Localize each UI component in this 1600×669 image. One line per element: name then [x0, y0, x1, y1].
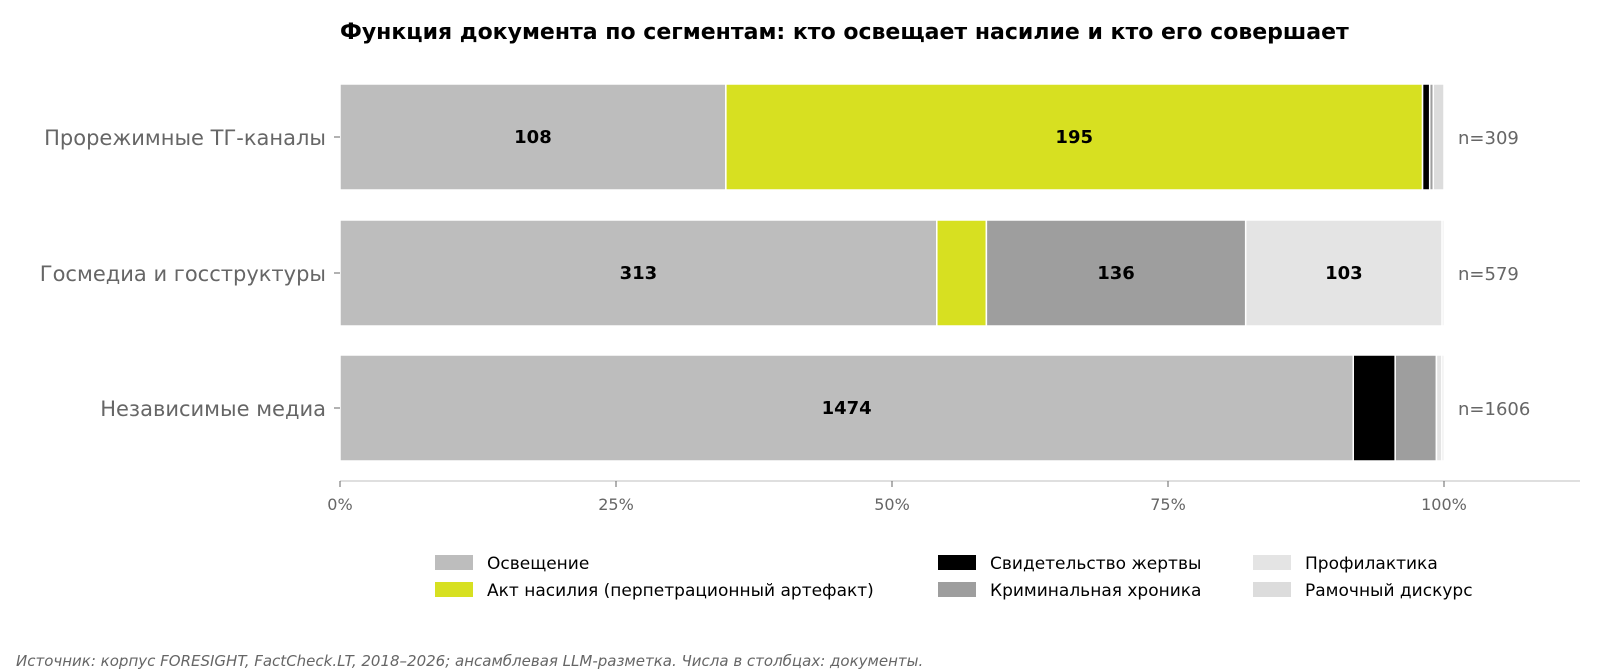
legend-label: Свидетельство жертвы — [990, 554, 1201, 574]
bar-segment — [1352, 354, 1396, 462]
bar-segment — [725, 83, 1424, 191]
legend-label: Рамочный дискурс — [1305, 581, 1473, 601]
category-label: Независимые медиа — [100, 397, 326, 421]
legend-item: Профилактика — [1253, 554, 1438, 574]
category-label: Госмедиа и госструктуры — [40, 262, 326, 286]
bar-segment — [1394, 354, 1438, 462]
legend-swatch — [1253, 582, 1291, 597]
bar-segment — [1421, 83, 1431, 191]
bar-value-label: 313 — [620, 263, 658, 284]
total-count-label: n=1606 — [1458, 399, 1530, 420]
legend-item: Освещение — [435, 554, 589, 574]
total-count-label: n=309 — [1458, 128, 1519, 149]
bar-row: 1474 Независимые медиа n=1606 — [100, 354, 1530, 462]
category-label: Прорежимные ТГ-каналы — [44, 126, 326, 150]
bar-segment — [339, 219, 938, 327]
bars-layer: 108 195 Прорежимные ТГ-каналы n=309 313 136 10… — [40, 83, 1530, 462]
x-tick-label: 75% — [1150, 495, 1186, 514]
legend-item: Свидетельство жертвы — [938, 554, 1201, 574]
legend-label: Профилактика — [1305, 554, 1438, 574]
chart-title: Функция документа по сегментам: кто осве… — [340, 20, 1349, 45]
legend-item: Рамочный дискурс — [1253, 581, 1473, 601]
source-note: Источник: корпус FORESIGHT, FactCheck.LT… — [16, 652, 923, 669]
bar-value-label: 136 — [1097, 263, 1135, 284]
bar-value-label: 108 — [514, 127, 552, 148]
legend-swatch — [1253, 555, 1291, 570]
bar-segment — [1441, 219, 1445, 327]
x-tick-label: 50% — [874, 495, 910, 514]
bar-row: 108 195 Прорежимные ТГ-каналы n=309 — [44, 83, 1519, 191]
bar-value-label: 195 — [1055, 127, 1093, 148]
x-axis: 0% 25% 50% 75% 100% — [327, 480, 1580, 514]
bar-segment — [985, 219, 1247, 327]
bar-segment — [1441, 354, 1445, 462]
total-count-label: n=579 — [1458, 264, 1519, 285]
legend-swatch — [938, 582, 976, 597]
bar-row: 313 136 103 Госмедиа и госструктуры n=579 — [40, 219, 1519, 327]
x-tick-label: 0% — [327, 495, 352, 514]
legend-label: Криминальная хроника — [990, 581, 1201, 601]
bar-segment — [1432, 83, 1445, 191]
bar-segment — [1435, 354, 1443, 462]
bar-value-label: 1474 — [822, 398, 872, 419]
legend: Освещение Акт насилия (перпетрационный ар… — [435, 554, 1473, 601]
bar-value-label: 103 — [1325, 263, 1363, 284]
bar-segment — [1244, 219, 1443, 327]
legend-item: Криминальная хроника — [938, 581, 1201, 601]
x-tick-label: 25% — [598, 495, 634, 514]
legend-swatch — [435, 555, 473, 570]
bar-segment — [936, 219, 988, 327]
legend-label: Акт насилия (перпетрационный артефакт) — [487, 581, 874, 601]
legend-label: Освещение — [487, 554, 589, 574]
legend-item: Акт насилия (перпетрационный артефакт) — [435, 581, 874, 601]
x-tick-label: 100% — [1421, 495, 1467, 514]
bar-segment — [339, 83, 727, 191]
legend-swatch — [938, 555, 976, 570]
legend-swatch — [435, 582, 473, 597]
